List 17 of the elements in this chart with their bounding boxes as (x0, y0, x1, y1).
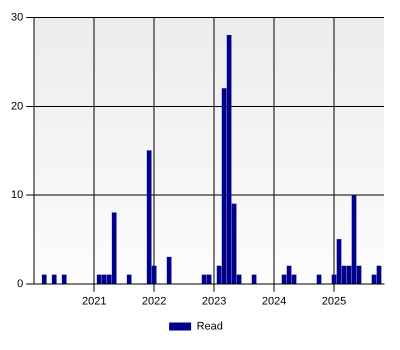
bar (252, 274, 256, 284)
y-tick-label: 30 (10, 12, 24, 24)
y-tick-label: 0 (17, 278, 24, 290)
bar (42, 274, 47, 284)
x-tick-label: 2023 (202, 295, 226, 308)
x-tick-label: 2025 (322, 295, 346, 308)
y-tick-label: 10 (10, 189, 24, 202)
y-tick-label: 20 (10, 100, 24, 112)
x-tick-label: 2021 (82, 295, 106, 308)
bar (316, 274, 322, 284)
legend-label: Read (196, 320, 223, 333)
bar (126, 274, 132, 284)
bar (62, 274, 67, 284)
x-tick-label: 2022 (142, 295, 166, 308)
x-tick-label: 2024 (262, 295, 286, 308)
bar (166, 256, 172, 284)
bar (52, 274, 57, 284)
